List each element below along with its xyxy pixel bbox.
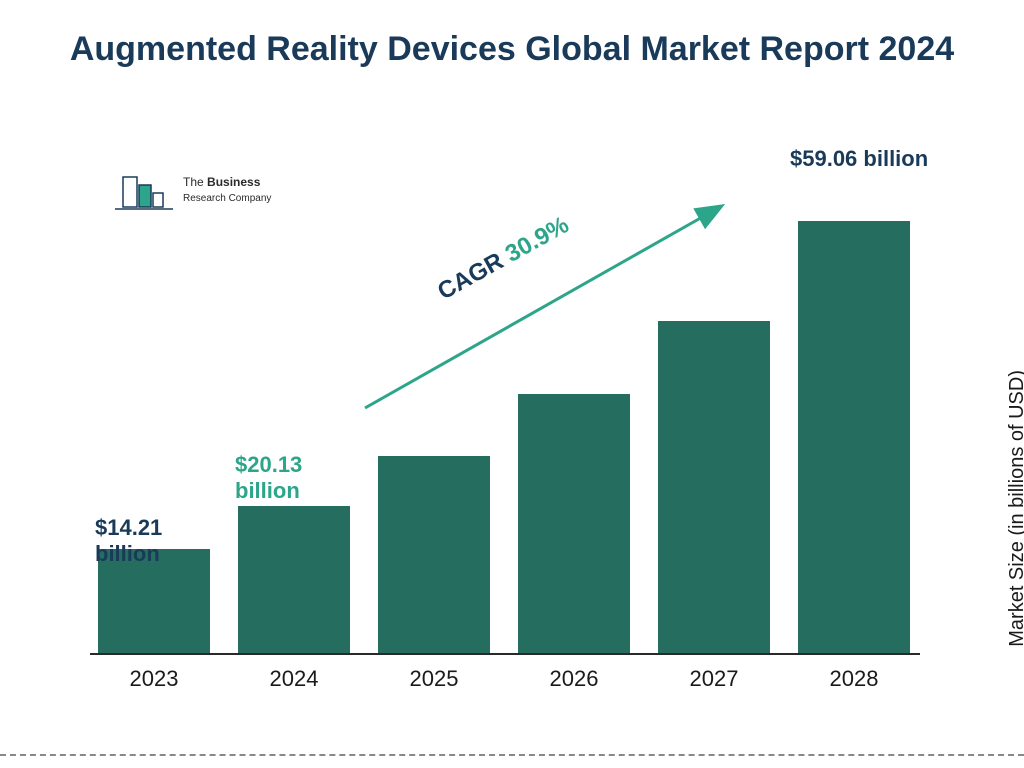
- chart-title: Augmented Reality Devices Global Market …: [0, 0, 1024, 81]
- bar: [798, 221, 910, 653]
- x-tick-label: 2025: [378, 666, 490, 692]
- value-label: $59.06 billion: [790, 146, 990, 172]
- value-label: $20.13billion: [235, 452, 365, 505]
- footer-divider: [0, 754, 1024, 756]
- value-label: $14.21billion: [95, 515, 225, 568]
- x-tick-label: 2027: [658, 666, 770, 692]
- bar: [238, 506, 350, 653]
- bar: [658, 321, 770, 654]
- x-tick-label: 2023: [98, 666, 210, 692]
- bar: [518, 394, 630, 653]
- bar: [378, 456, 490, 653]
- x-tick-label: 2024: [238, 666, 350, 692]
- x-tick-label: 2026: [518, 666, 630, 692]
- x-tick-label: 2028: [798, 666, 910, 692]
- y-axis-label: Market Size (in billions of USD): [1006, 370, 1024, 647]
